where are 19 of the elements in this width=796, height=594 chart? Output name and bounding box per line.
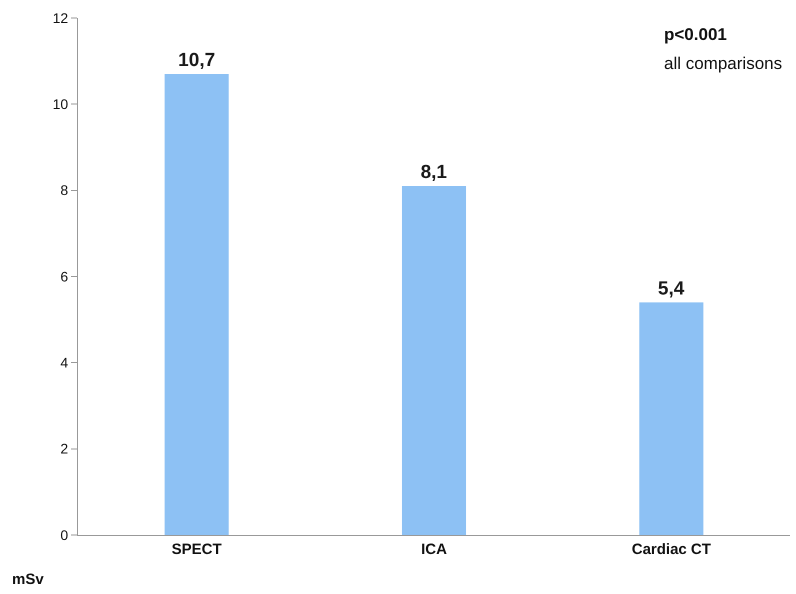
bar — [402, 186, 466, 535]
bar — [639, 302, 704, 535]
y-tick-label: 10 — [52, 96, 68, 112]
annotation: all comparisons — [664, 54, 782, 73]
y-tick-label: 8 — [60, 182, 68, 198]
y-tick-label: 0 — [60, 526, 68, 543]
data-label: 10,7 — [178, 50, 216, 72]
bar — [164, 74, 229, 535]
y-tick-label: 2 — [60, 440, 68, 457]
x-tick-label: SPECT — [172, 541, 222, 558]
data-label: 8,1 — [420, 162, 448, 184]
y-axis-title: mSv — [12, 571, 44, 588]
x-tick-label: ICA — [421, 541, 448, 558]
y-tick-label: 6 — [60, 268, 68, 284]
annotation: p<0.001 — [664, 25, 727, 44]
y-tick-label: 4 — [60, 354, 68, 371]
y-tick-label: 12 — [52, 10, 68, 26]
x-tick-label: Cardiac CT — [632, 541, 711, 558]
data-label: 5,4 — [658, 278, 685, 300]
